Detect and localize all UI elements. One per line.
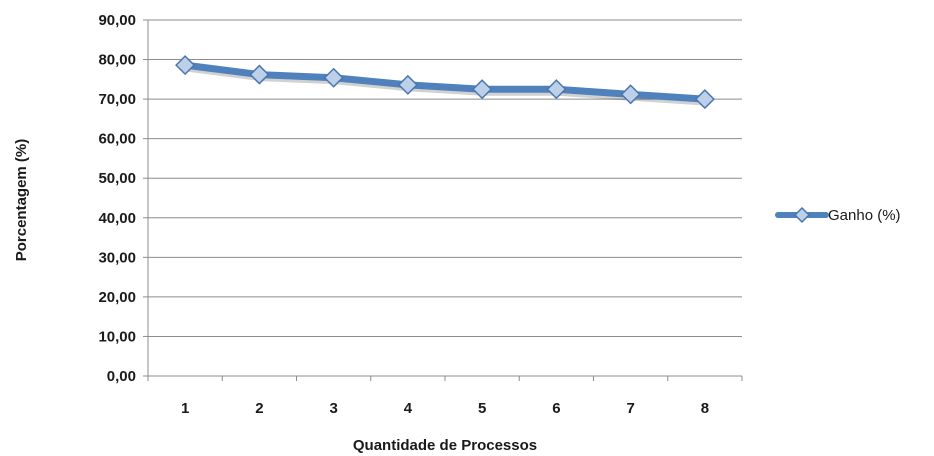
gridlines [148,19,742,337]
y-tick-label-3: 30,00 [98,249,136,266]
data-point-2 [249,64,270,85]
series-layer [175,55,715,110]
data-point-5 [472,79,493,100]
x-tick-label-1: 1 [181,400,189,417]
x-tick-label-4: 4 [404,400,413,417]
x-tick-label-8: 8 [701,400,709,417]
data-point-3 [323,67,344,88]
legend: Ganho (%) [775,206,901,224]
data-point-7 [620,84,641,105]
data-point-4 [397,74,418,95]
x-tick-label-7: 7 [626,400,634,417]
x-axis-title: Quantidade de Processos [353,437,537,454]
x-tick-label-5: 5 [478,400,486,417]
y-tick-label-7: 70,00 [98,91,136,108]
y-tick-label-0: 0,00 [107,368,136,385]
data-point-8 [694,89,715,110]
series-line-ganho [181,61,709,103]
y-tick-label-2: 20,00 [98,289,136,306]
y-tick-label-5: 50,00 [98,170,136,187]
legend-entry-ganho: Ganho (%) [828,207,901,224]
legend-swatch-marker [793,206,811,224]
x-tick-label-3: 3 [329,400,337,417]
y-tick-label-1: 10,00 [98,328,136,345]
y-axis: 0,00 10,00 20,00 30,00 40,00 50,00 60,00 70,00 8… [98,12,149,385]
x-tick-label-2: 2 [255,400,263,417]
y-tick-label-4: 40,00 [98,210,136,227]
x-axis: 1 2 3 4 5 6 7 8 [147,375,743,417]
y-tick-label-9: 90,00 [98,12,136,29]
x-tick-label-6: 6 [552,400,560,417]
y-axis-title: Porcentagem (%) [13,139,30,262]
y-tick-label-6: 60,00 [98,131,136,148]
data-point-6 [546,79,567,100]
data-point-1 [175,55,196,76]
y-tick-label-8: 80,00 [98,52,136,69]
